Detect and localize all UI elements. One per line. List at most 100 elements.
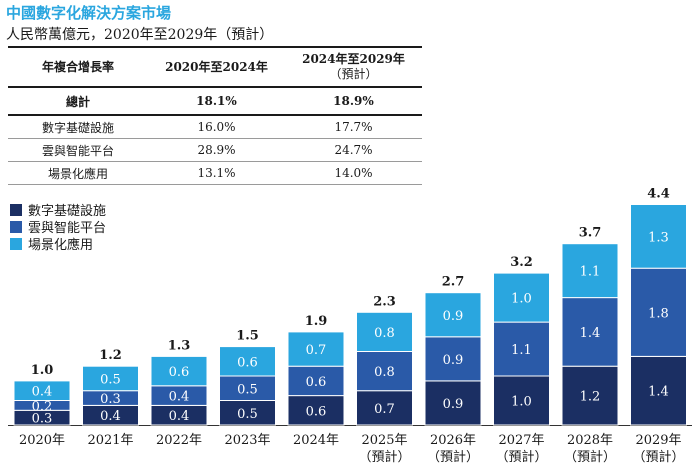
segment-value-label: 0.9 xyxy=(443,353,464,368)
segment-value-label: 0.8 xyxy=(374,365,395,380)
cagr-row-label: 總計 xyxy=(8,87,148,116)
x-tick-note: （預計） xyxy=(358,449,410,465)
cagr-row-value-2: 18.9% xyxy=(285,87,422,116)
segment-value-label: 0.3 xyxy=(32,412,53,427)
chart-title: 中國數字化解決方案市場 xyxy=(6,4,172,22)
x-tick-note: （預計） xyxy=(495,449,547,465)
cagr-row-value-2: 14.0% xyxy=(285,161,422,185)
segment-value-label: 0.2 xyxy=(32,399,53,414)
bar-segment xyxy=(424,380,482,426)
cagr-row-applications: 場景化應用 13.1% 14.0% xyxy=(8,161,422,185)
cagr-row-cloud: 雲與智能平台 28.9% 24.7% xyxy=(8,138,422,162)
segment-value-label: 1.0 xyxy=(511,395,532,410)
segment-value-label: 0.6 xyxy=(306,404,327,419)
segment-value-label: 0.7 xyxy=(306,343,327,358)
x-tick-note: （預計） xyxy=(427,449,479,465)
bar-segment xyxy=(630,355,687,426)
x-tick-label: 2025年 xyxy=(361,433,407,448)
chart-subtitle: 人民幣萬億元，2020年至2029年（預計） xyxy=(6,27,274,43)
x-tick-label: 2024年 xyxy=(293,433,339,448)
total-value-label: 1.9 xyxy=(305,314,328,329)
bar-segment xyxy=(561,297,619,367)
cagr-row-value-1: 18.1% xyxy=(148,87,285,116)
bar-segment xyxy=(424,292,482,338)
legend-label: 數字基礎設施 xyxy=(28,204,107,219)
total-value-label: 3.7 xyxy=(579,226,602,241)
chart-legend: 數字基礎設施 雲與智能平台 場景化應用 xyxy=(10,201,107,253)
cagr-row-total: 總計 18.1% 18.9% xyxy=(8,87,422,116)
segment-value-label: 0.5 xyxy=(237,382,258,397)
bar-segment xyxy=(287,365,345,397)
legend-swatch xyxy=(10,203,22,216)
cagr-header-row: 年複合增長率 2020年至2024年 2024年至2029年 （預計） xyxy=(8,47,422,88)
cagr-header-period-2-line1: 2024年至2029年 xyxy=(302,52,405,66)
segment-value-label: 0.9 xyxy=(443,309,464,324)
x-tick-label: 2022年 xyxy=(156,433,202,448)
x-tick-label: 2029年 xyxy=(635,433,681,448)
x-tick-label: 2023年 xyxy=(224,433,270,448)
bar-segment xyxy=(219,346,276,377)
cagr-table: 年複合增長率 2020年至2024年 2024年至2029年 （預計） 總計 1… xyxy=(8,46,422,185)
bar-segment xyxy=(493,272,550,323)
cagr-row-label: 場景化應用 xyxy=(8,161,148,185)
segment-value-label: 0.6 xyxy=(237,355,258,370)
segment-value-label: 1.1 xyxy=(511,343,532,358)
cagr-header-period-2-line2: （預計） xyxy=(329,67,378,81)
cagr-row-value-2: 17.7% xyxy=(285,115,422,139)
cagr-header-period-1: 2020年至2024年 xyxy=(148,47,285,88)
cagr-row-label: 雲與智能平台 xyxy=(8,138,148,162)
legend-label: 場景化應用 xyxy=(28,238,94,253)
segment-value-label: 0.4 xyxy=(32,385,53,400)
cagr-row-infrastructure: 數字基礎設施 16.0% 17.7% xyxy=(8,115,422,139)
cagr-header-label: 年複合增長率 xyxy=(8,47,148,88)
total-value-label: 2.7 xyxy=(442,275,465,290)
segment-value-label: 0.8 xyxy=(374,326,395,341)
cagr-row-value-1: 16.0% xyxy=(148,115,285,139)
segment-value-label: 1.8 xyxy=(648,306,669,321)
x-tick-note: （預計） xyxy=(632,449,684,465)
bar-segment xyxy=(561,243,619,299)
segment-value-label: 1.1 xyxy=(580,265,601,280)
cagr-row-value-1: 13.1% xyxy=(148,161,285,185)
bar-segment xyxy=(287,395,345,426)
x-tick-label: 2020年 xyxy=(19,433,65,448)
bar-segment xyxy=(630,267,687,357)
total-value-label: 4.4 xyxy=(647,187,670,202)
legend-swatch xyxy=(10,220,22,233)
cagr-row-value-1: 28.9% xyxy=(148,138,285,162)
bar-segment xyxy=(150,355,208,387)
segment-value-label: 0.6 xyxy=(169,365,190,380)
total-value-label: 1.5 xyxy=(236,329,259,344)
bar-segment xyxy=(219,375,276,401)
legend-item: 場景化應用 xyxy=(10,235,106,253)
total-value-label: 1.3 xyxy=(168,338,191,353)
x-tick-label: 2027年 xyxy=(498,433,544,448)
bar-segment xyxy=(13,380,71,401)
bar-segment xyxy=(493,321,550,377)
legend-label: 雲與智能平台 xyxy=(28,221,107,236)
segment-value-label: 0.4 xyxy=(100,409,121,424)
legend-item: 數字基礎設施 xyxy=(10,201,107,219)
bar-segment xyxy=(287,331,345,367)
bar-segment xyxy=(82,365,139,392)
cagr-row-value-2: 24.7% xyxy=(285,138,422,162)
segment-value-label: 1.3 xyxy=(648,230,669,245)
segment-value-label: 1.2 xyxy=(580,390,601,405)
segment-value-label: 0.7 xyxy=(374,402,395,417)
segment-value-label: 1.4 xyxy=(580,326,601,341)
legend-item: 雲與智能平台 xyxy=(10,218,107,236)
bar-segment xyxy=(630,204,687,269)
bar-segment xyxy=(493,375,550,426)
segment-value-label: 0.4 xyxy=(169,390,190,405)
legend-swatch xyxy=(10,237,22,250)
total-value-label: 1.0 xyxy=(31,363,54,378)
segment-value-label: 0.5 xyxy=(100,372,121,387)
segment-value-label: 0.4 xyxy=(169,409,190,424)
segment-value-label: 0.9 xyxy=(443,397,464,412)
total-value-label: 1.2 xyxy=(99,348,122,363)
segment-value-label: 0.6 xyxy=(306,375,327,390)
segment-value-label: 0.5 xyxy=(237,407,258,422)
total-value-label: 2.3 xyxy=(373,294,396,309)
bar-segment xyxy=(561,365,619,426)
